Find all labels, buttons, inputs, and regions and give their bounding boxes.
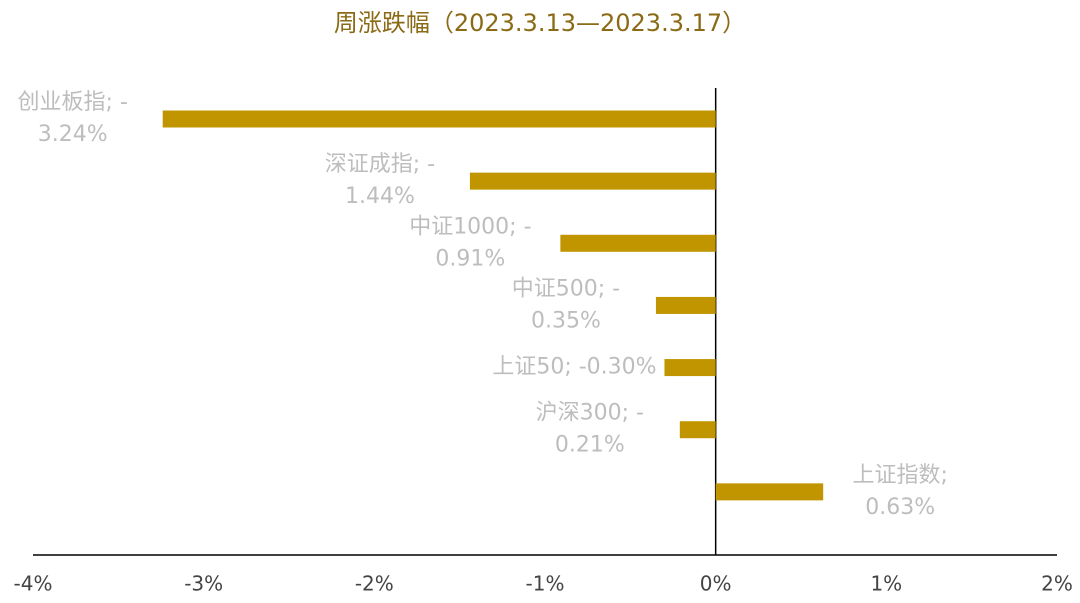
- data-label-line: 创业板指; -: [18, 90, 128, 115]
- data-label-line: 中证500; -: [512, 276, 620, 301]
- data-label: 沪深300; - 0.21%: [536, 401, 644, 458]
- x-tick-label: -2%: [355, 572, 394, 596]
- x-tick-label: 0%: [700, 572, 732, 596]
- x-tick-label: 2%: [1041, 572, 1073, 596]
- bar: [469, 172, 716, 190]
- chart-title: 周涨跌幅（2023.3.13—2023.3.17）: [334, 9, 746, 37]
- data-label-line: 沪深300; -: [536, 401, 644, 426]
- data-label-line: 深证成指; -: [325, 152, 435, 177]
- x-tick-label: -3%: [184, 572, 223, 596]
- x-tick-label: 1%: [870, 572, 902, 596]
- data-label: 创业板指; - 3.24%: [18, 90, 128, 147]
- data-label: 上证指数; 0.63%: [852, 463, 947, 520]
- data-label-line: 上证指数;: [852, 463, 947, 488]
- data-label: 中证1000; - 0.91%: [409, 214, 531, 271]
- x-tick-label: -1%: [526, 572, 565, 596]
- data-label: 深证成指; - 1.44%: [325, 152, 435, 209]
- data-label-line: 0.21%: [555, 433, 625, 458]
- bar: [679, 421, 716, 439]
- data-label-line: 0.91%: [435, 246, 505, 271]
- data-label: 中证500; - 0.35%: [512, 276, 620, 333]
- bar: [715, 483, 824, 501]
- bar: [560, 234, 716, 252]
- bar: [655, 296, 716, 314]
- x-tick-label: -4%: [14, 572, 53, 596]
- bar: [664, 359, 716, 377]
- data-label-line: 0.63%: [865, 495, 935, 520]
- data-label-line: 中证1000; -: [409, 214, 531, 239]
- data-label-line: 1.44%: [345, 184, 415, 209]
- data-label-line: 3.24%: [38, 122, 108, 147]
- bar: [162, 110, 716, 128]
- data-label-line: 0.35%: [531, 308, 601, 333]
- data-label: 上证50; -0.30%: [492, 355, 656, 380]
